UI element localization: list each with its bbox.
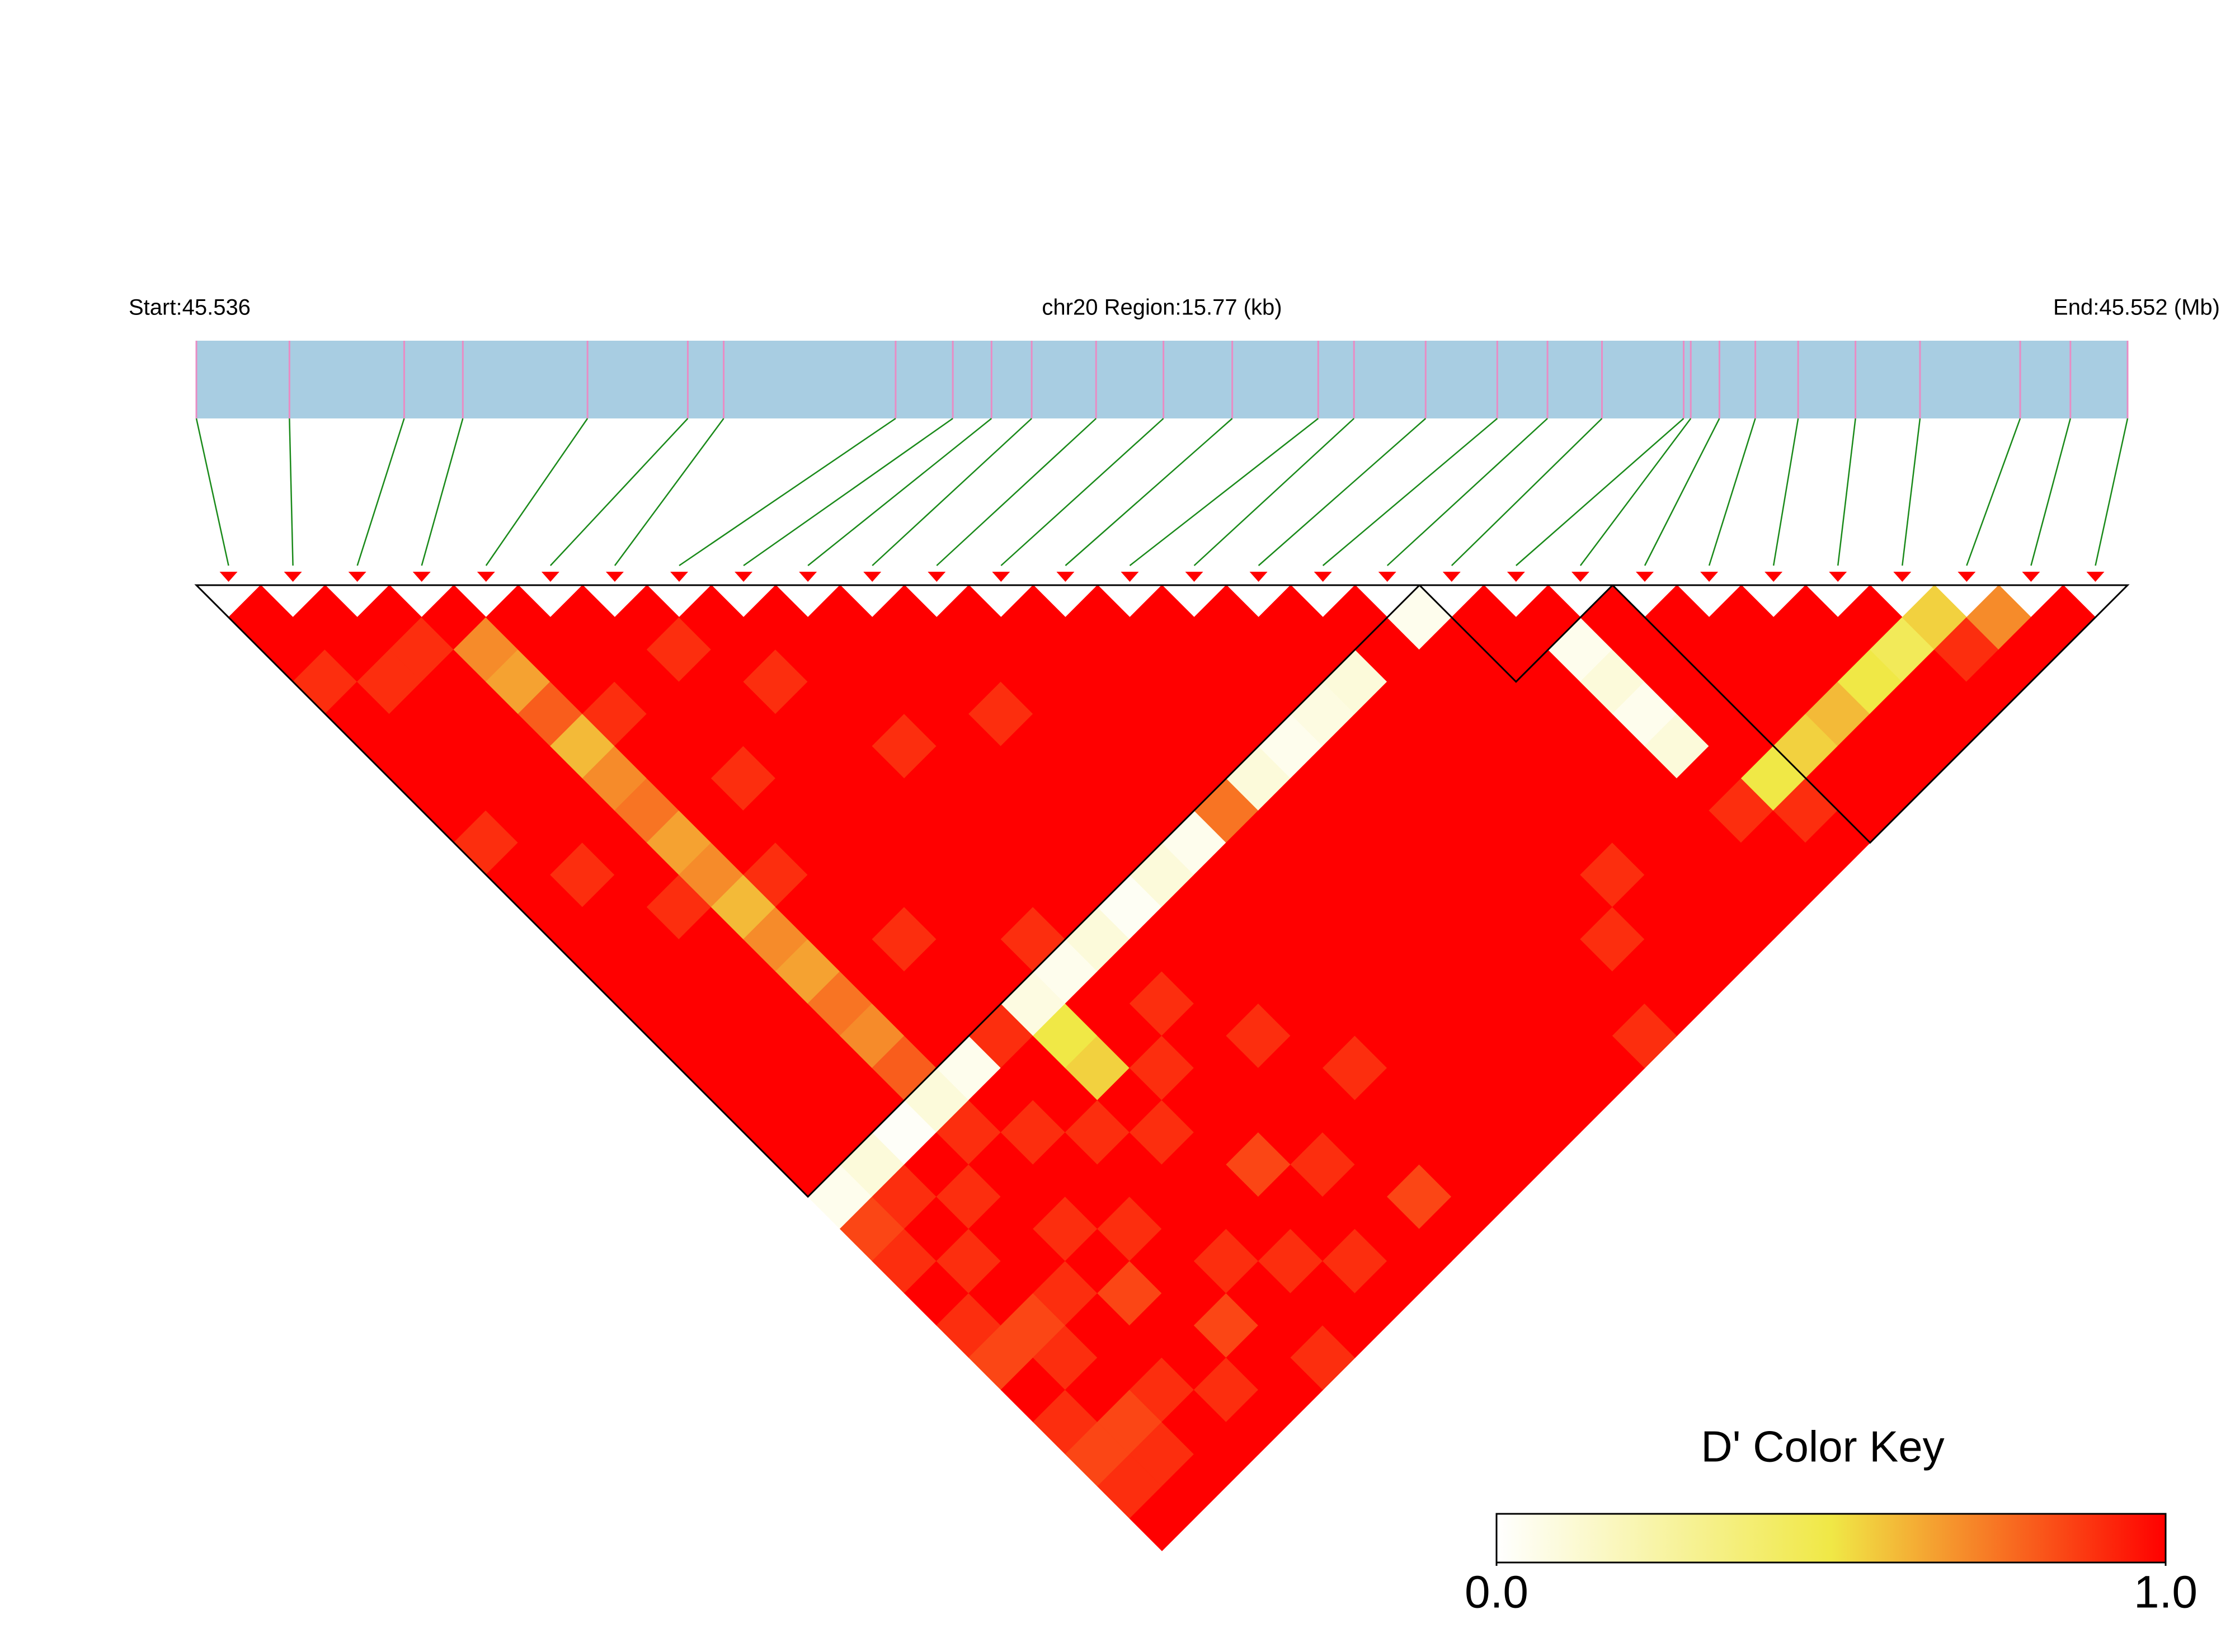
region-label: chr20 Region:15.77 (kb): [1042, 295, 1282, 320]
snp-connector: [2095, 418, 2129, 566]
snp-marker: [1829, 572, 1847, 582]
snp-marker: [412, 572, 431, 582]
snp-marker: [605, 572, 624, 582]
snp-connector: [1000, 418, 1164, 566]
snp-marker: [1249, 572, 1268, 582]
snp-marker: [1893, 572, 1912, 582]
snp-marker: [1442, 572, 1461, 582]
color-key-tick-label: 0.0: [1465, 1567, 1528, 1618]
snp-connector: [1065, 418, 1233, 566]
snp-marker: [477, 572, 495, 582]
snp-marker: [670, 572, 688, 582]
snp-connector: [614, 418, 724, 566]
ld-block-outline: [1417, 584, 1615, 683]
snp-connector: [743, 417, 953, 567]
snp-marker: [541, 572, 559, 582]
snp-marker: [928, 572, 946, 582]
snp-connector: [485, 418, 589, 566]
snp-marker: [1700, 572, 1719, 582]
snp-connector: [356, 418, 405, 566]
snp-marker: [2022, 572, 2040, 582]
snp-marker: [219, 572, 238, 582]
snp-connector: [1386, 418, 1548, 566]
snp-connector: [1708, 418, 1756, 566]
snp-marker: [735, 572, 753, 582]
snp-connector: [807, 418, 992, 566]
start-label: Start:45.536: [129, 295, 251, 320]
snp-connector: [549, 418, 689, 566]
snp-marker: [1765, 572, 1783, 582]
color-key-title: D' Color Key: [1701, 1422, 1944, 1471]
snp-connector: [936, 418, 1097, 566]
snp-marker: [1958, 572, 1976, 582]
snp-marker: [1636, 572, 1654, 582]
snp-marker: [284, 572, 302, 582]
color-key-bar: [1495, 1513, 2167, 1564]
snp-connector: [1772, 418, 1799, 566]
snp-connector: [679, 417, 896, 567]
snp-marker: [1507, 572, 1525, 582]
snp-marker: [348, 572, 366, 582]
snp-connector: [1322, 418, 1498, 566]
snp-connector: [1258, 418, 1427, 566]
snp-connector: [289, 418, 294, 566]
snp-marker: [863, 572, 882, 582]
snp-marker: [1314, 572, 1332, 582]
ld-block-outline: [1610, 584, 2130, 844]
snp-marker: [2086, 572, 2105, 582]
snp-connector: [1902, 418, 1921, 566]
snp-connector: [1129, 418, 1319, 566]
snp-marker: [1185, 572, 1203, 582]
snp-connector: [1579, 418, 1692, 566]
snp-connector: [1644, 418, 1720, 566]
snp-connector: [1837, 418, 1856, 566]
end-label: End:45.552 (Mb): [2053, 295, 2220, 320]
snp-connector: [1193, 418, 1355, 566]
color-key-tick-label: 1.0: [2134, 1567, 2198, 1618]
ld-block-outline: [194, 584, 1422, 1198]
snp-marker: [1121, 572, 1139, 582]
snp-connector: [1451, 418, 1603, 566]
snp-marker: [799, 572, 817, 582]
snp-marker: [992, 572, 1010, 582]
snp-marker: [1056, 572, 1075, 582]
snp-connector: [1966, 418, 2021, 566]
snp-connector: [195, 418, 229, 566]
position-bar: [196, 341, 2128, 418]
snp-connector: [872, 418, 1032, 566]
snp-connector: [1516, 418, 1685, 566]
snp-connector: [2030, 418, 2071, 566]
snp-connector: [421, 418, 464, 566]
snp-marker: [1571, 572, 1589, 582]
snp-marker: [1378, 572, 1396, 582]
